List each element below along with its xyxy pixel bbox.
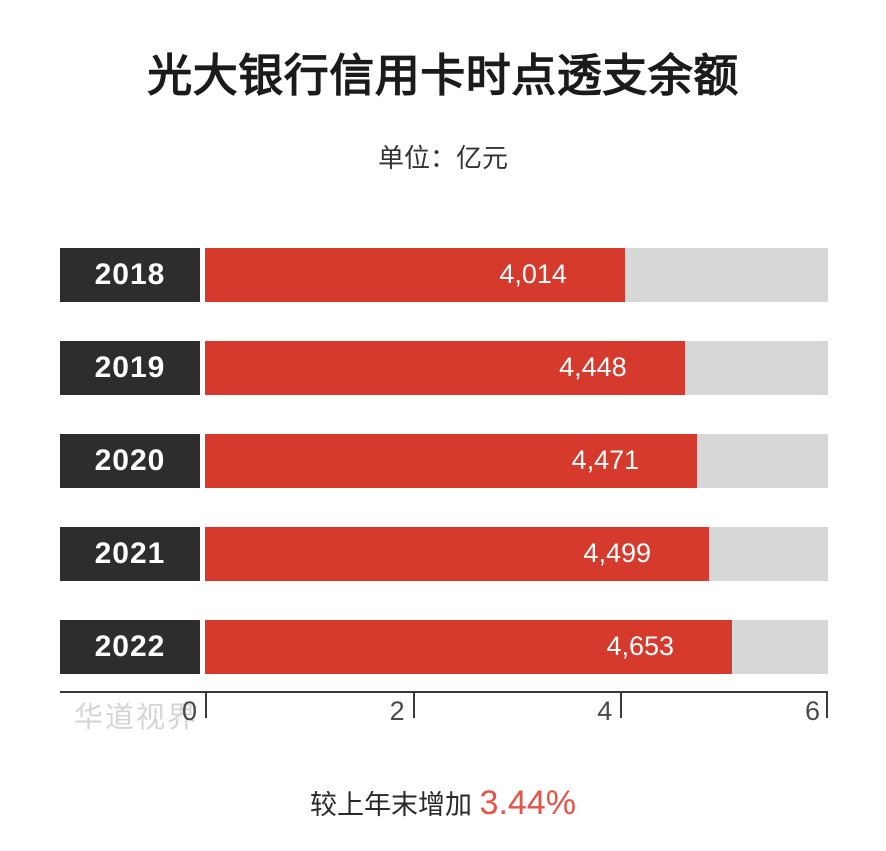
bar-track: 4,471 (205, 433, 828, 488)
footnote-text: 较上年末增加 (310, 789, 480, 820)
bar-track: 4,448 (205, 340, 828, 395)
year-label: 2021 (60, 526, 200, 581)
bar-track: 4,014 (205, 247, 828, 302)
unit-label: 单位：亿元 (377, 142, 508, 173)
bar-fill: 4,653 (205, 619, 733, 674)
year-label: 2019 (60, 340, 200, 395)
axis-tick-label: 6 (804, 695, 820, 726)
bar-fill: 4,014 (205, 247, 625, 302)
bar-row: 2021 4,499 (60, 526, 828, 581)
watermark: 华道视界 (74, 701, 199, 734)
bar-fill: 4,471 (205, 433, 698, 488)
bar-value-label: 4,014 (499, 259, 567, 289)
bar-value-label: 4,448 (559, 352, 627, 382)
bar-track: 4,653 (205, 619, 828, 674)
bar-row: 2022 4,653 (60, 619, 828, 674)
year-label: 2022 (60, 619, 200, 674)
footnote: 较上年末增加 3.44% (0, 783, 886, 823)
year-label: 2018 (60, 247, 200, 302)
axis-tick-label: 2 (389, 695, 405, 726)
bar-row: 2020 4,471 (60, 433, 828, 488)
bar-row: 2019 4,448 (60, 340, 828, 395)
bar-fill: 4,448 (205, 340, 685, 395)
axis-tick (412, 690, 415, 718)
bar-value-label: 4,471 (571, 445, 640, 475)
bar-rows: 2018 4,014 2019 4,448 2020 4,471 2021 4,499 2022… (60, 247, 828, 674)
axis-tick-label: 4 (597, 695, 613, 726)
bar-row: 2018 4,014 (60, 247, 828, 302)
axis-tick (205, 690, 207, 718)
axis-line (60, 690, 828, 693)
axis-tick (826, 690, 828, 718)
bar-fill: 4,499 (205, 526, 709, 581)
bar-value-label: 4,653 (606, 631, 675, 661)
bar-value-label: 4,499 (583, 538, 651, 568)
axis-tick-label: 0 (181, 695, 197, 726)
chart-title: 光大银行信用卡时点透支余额 (147, 50, 739, 101)
bar-track: 4,499 (205, 526, 828, 581)
growth-percentage: 3.44% (479, 783, 576, 822)
year-label: 2020 (60, 433, 200, 488)
x-axis: 华道视界 0 2 4 6 (60, 690, 828, 739)
axis-tick (620, 690, 623, 718)
bar-chart: 2018 4,014 2019 4,448 2020 4,471 2021 4,499 2022… (60, 247, 828, 739)
